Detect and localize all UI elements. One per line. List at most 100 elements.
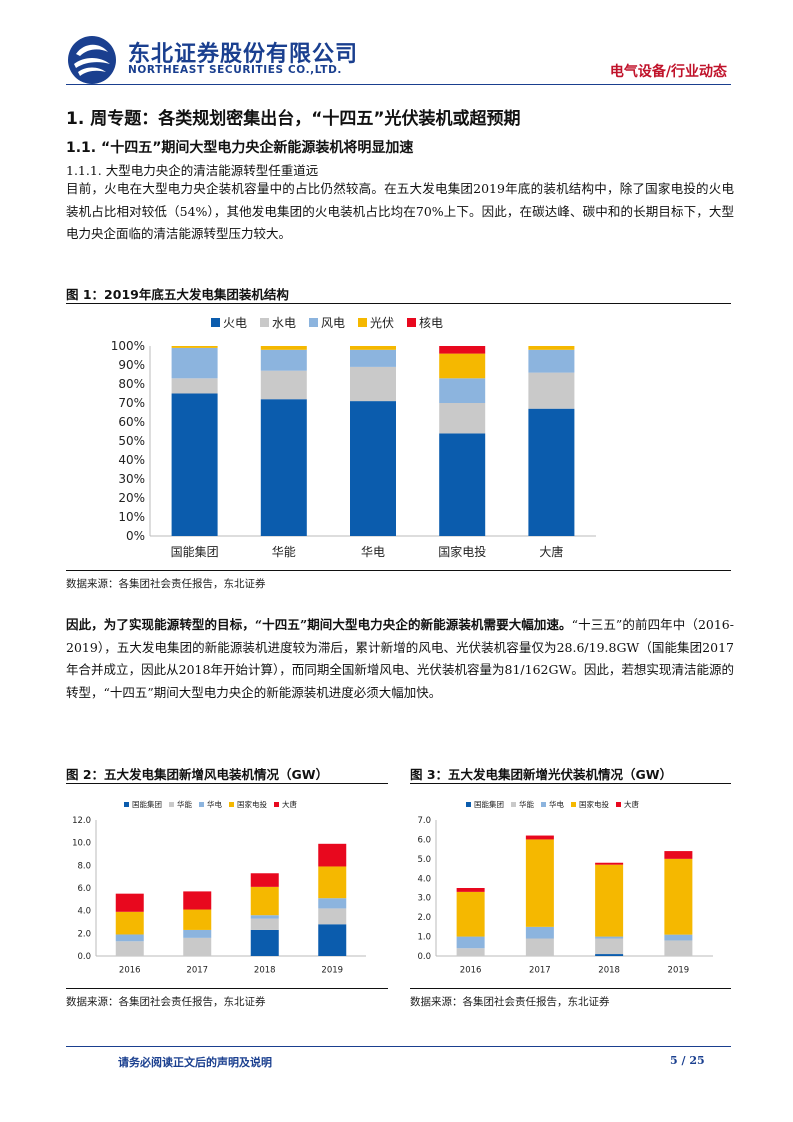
- bar-2-1: [250, 918, 279, 930]
- y-tick-label-2: 2.0: [417, 913, 431, 923]
- bar-1-1: [260, 370, 307, 400]
- figure-1-top-rule: [66, 303, 731, 304]
- legend-label-2: 华电: [549, 799, 564, 809]
- figure-2-source: 数据来源：各集团社会责任报告，东北证券: [66, 996, 266, 1008]
- legend-swatch-4: [407, 318, 416, 327]
- header-divider: [66, 84, 731, 85]
- legend-swatch-1: [511, 802, 516, 807]
- figure-1-bottom-rule: [66, 570, 731, 571]
- legend-swatch-1: [260, 318, 269, 327]
- chart-3-new-solar: 国能集团 华能 华电 国家电投 大唐 0.0 1.0 2.0 3.0 4.0 5.0 6.0 7.0 20…: [417, 799, 713, 976]
- bar-2-0: [595, 954, 624, 956]
- y-tick-label-2: 20%: [118, 491, 145, 505]
- bar-0-3: [115, 911, 144, 935]
- bar-2-3: [350, 346, 396, 350]
- y-tick-label-1: 2.0: [77, 929, 91, 939]
- legend-swatch-0: [124, 802, 129, 807]
- legend-swatch-0: [466, 802, 471, 807]
- bar-1-1: [525, 938, 554, 956]
- report-type: 电气设备/行业动态: [609, 64, 727, 80]
- legend-label-1: 华能: [519, 799, 534, 809]
- bar-0-3: [171, 346, 218, 348]
- x-category-label-0: 2016: [460, 966, 482, 976]
- y-tick-label-0: 0.0: [417, 952, 431, 962]
- legend-swatch-4: [274, 802, 279, 807]
- x-category-label-4: 大唐: [539, 544, 563, 559]
- legend-swatch-3: [358, 318, 367, 327]
- bar-3-1: [664, 940, 693, 956]
- y-tick-label-1: 10%: [118, 510, 145, 524]
- x-category-label-1: 华能: [272, 545, 296, 559]
- bar-3-4: [664, 851, 693, 859]
- x-category-label-2: 2018: [598, 966, 620, 976]
- bar-0-4: [115, 893, 144, 912]
- chart-1-installed-structure: 火电 水电 风电 光伏 核电 0% 10% 20% 30% 40% 50% 60% 70% 80% 90% 1…: [111, 316, 596, 559]
- bar-3-1: [439, 403, 486, 434]
- x-category-label-3: 国家电投: [438, 544, 486, 559]
- figure-3-bottom-rule: [410, 988, 731, 989]
- figure-3-top-rule: [410, 783, 731, 784]
- legend-label-0: 国能集团: [132, 799, 162, 809]
- x-category-label-1: 2017: [529, 966, 551, 976]
- paragraph-2: 因此，为了实现能源转型的目标，“十四五”期间大型电力央企的新能源装机需要大幅加速…: [66, 614, 734, 704]
- bar-2-1: [350, 366, 396, 402]
- y-tick-label-1: 1.0: [417, 933, 431, 943]
- legend-swatch-3: [571, 802, 576, 807]
- bar-1-2: [183, 929, 212, 938]
- y-tick-label-7: 7.0: [417, 816, 431, 826]
- chart-2-new-wind: 国能集团 华能 华电 国家电投 大唐 0.0 2.0 4.0 6.0 8.0 10.0 12.0 201…: [72, 799, 366, 976]
- figure-2-top-rule: [66, 783, 388, 784]
- bar-1-3: [260, 346, 307, 350]
- bar-2-3: [250, 886, 279, 916]
- figure-1-title: 图 1：2019年底五大发电集团装机结构: [66, 287, 289, 302]
- bar-3-2: [664, 934, 693, 941]
- legend-label-0: 火电: [223, 316, 247, 330]
- company-name-cn: 东北证券股份有限公司: [128, 42, 359, 67]
- bar-3-1: [318, 908, 347, 925]
- bar-2-2: [250, 915, 279, 919]
- x-category-label-3: 2019: [321, 966, 343, 976]
- y-tick-label-6: 12.0: [72, 816, 91, 826]
- paragraph-1: 目前，火电在大型电力央企装机容量中的占比仍然较高。在五大发电集团2019年底的装…: [66, 181, 734, 241]
- x-category-label-0: 2016: [119, 966, 141, 976]
- legend-label-2: 风电: [321, 316, 345, 330]
- bar-3-3: [664, 858, 693, 935]
- legend-label-2: 华电: [207, 799, 222, 809]
- legend-label-3: 国家电投: [579, 799, 609, 809]
- section-heading-2: 1.1. “十四五”期间大型电力央企新能源装机将明显加速: [66, 140, 414, 156]
- legend-swatch-1: [169, 802, 174, 807]
- bar-3-4: [318, 843, 347, 867]
- bar-2-2: [595, 936, 624, 939]
- legend-label-4: 大唐: [282, 799, 297, 809]
- bar-3-2: [318, 898, 347, 909]
- figure-3-title: 图 3：五大发电集团新增光伏装机情况（GW）: [410, 767, 673, 782]
- bar-3-4: [439, 346, 486, 354]
- bar-1-2: [260, 349, 307, 371]
- bar-0-2: [171, 347, 218, 379]
- legend-swatch-0: [211, 318, 220, 327]
- section-heading-3: 1.1.1. 大型电力央企的清洁能源转型任重道远: [66, 163, 319, 178]
- bar-3-0: [318, 924, 347, 956]
- y-tick-label-7: 70%: [118, 396, 145, 410]
- bar-3-0: [439, 433, 486, 536]
- x-category-label-3: 2019: [668, 966, 690, 976]
- bar-0-0: [171, 393, 218, 536]
- bar-2-2: [350, 349, 396, 367]
- x-category-label-2: 华电: [361, 545, 385, 559]
- legend-swatch-2: [199, 802, 204, 807]
- bar-2-0: [350, 401, 396, 536]
- bar-4-0: [528, 408, 575, 536]
- bar-0-3: [456, 891, 485, 937]
- y-tick-label-6: 60%: [118, 415, 145, 429]
- company-name-en: NORTHEAST SECURITIES CO.,LTD.: [128, 64, 342, 76]
- y-tick-label-4: 8.0: [77, 861, 91, 871]
- legend-swatch-2: [541, 802, 546, 807]
- figure-1-source: 数据来源：各集团社会责任报告，东北证券: [66, 578, 266, 590]
- legend-label-4: 核电: [419, 316, 443, 330]
- bar-3-3: [439, 353, 486, 379]
- y-tick-label-2: 4.0: [77, 907, 91, 917]
- bar-1-1: [183, 937, 212, 956]
- y-tick-label-4: 4.0: [417, 874, 431, 884]
- x-category-label-0: 国能集团: [171, 544, 219, 559]
- y-tick-label-9: 90%: [118, 358, 145, 372]
